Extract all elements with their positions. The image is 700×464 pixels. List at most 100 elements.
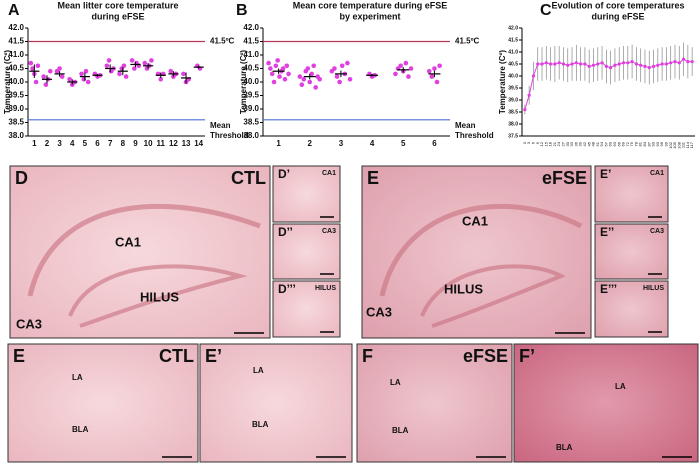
data-point <box>297 74 303 79</box>
y-tick-label: 38.5 <box>243 118 259 127</box>
data-point <box>621 61 626 65</box>
data-point <box>406 74 411 79</box>
data-point <box>604 64 608 68</box>
x-tick-label: 63 <box>612 141 617 146</box>
x-tick-label: 6 <box>432 139 437 148</box>
panel-tag: CTL <box>159 346 194 366</box>
data-point <box>432 66 437 71</box>
data-point <box>79 71 84 77</box>
cell-layer <box>379 204 583 297</box>
x-tick-label: 48 <box>591 141 596 146</box>
region-label: LA <box>390 378 401 387</box>
data-point <box>301 77 307 82</box>
y-tick-label: 41.5 <box>508 37 518 43</box>
data-point <box>59 74 65 79</box>
x-tick-label: 78 <box>633 141 638 146</box>
region-label: LA <box>253 366 264 375</box>
x-tick-label: 3 <box>57 139 62 148</box>
data-point <box>277 74 282 79</box>
data-point <box>345 60 350 66</box>
data-point <box>35 63 41 69</box>
cell-layer <box>420 264 566 328</box>
panel-tag: CA1 <box>650 170 664 177</box>
panel-letter: E’ <box>205 346 222 366</box>
x-tick-label: 102 <box>668 141 673 148</box>
data-point <box>540 62 544 66</box>
micrograph <box>199 343 353 463</box>
x-tick-label: 93 <box>655 141 660 146</box>
region-label: HILUS <box>444 281 483 296</box>
y-axis-title: Temperature (Cº) <box>498 50 507 114</box>
data-point <box>334 74 340 79</box>
chart-title: Mean core temperature during eFSE <box>293 0 448 10</box>
micrograph <box>272 165 341 223</box>
panel-tag: CA1 <box>322 170 336 177</box>
y-tick-label: 40.5 <box>508 61 518 67</box>
panel-tag: CA3 <box>322 228 336 235</box>
data-point <box>332 66 337 71</box>
micrograph <box>513 343 699 463</box>
y-tick-label: 41.0 <box>243 50 259 59</box>
y-tick-label: 40.0 <box>8 77 24 86</box>
data-point <box>643 64 647 68</box>
x-tick-label: 75 <box>629 141 634 146</box>
y-tick-label: 38.0 <box>8 131 24 140</box>
data-point <box>271 79 277 85</box>
panel-letter: D’ <box>278 167 290 181</box>
data-point <box>639 63 643 67</box>
region-label: LA <box>615 382 626 391</box>
data-point <box>617 62 621 66</box>
data-point <box>686 60 690 64</box>
data-point <box>634 62 638 66</box>
x-tick-label: 57 <box>603 141 608 146</box>
data-point <box>28 60 34 66</box>
data-point <box>33 79 39 85</box>
x-tick-label: 9 <box>535 141 540 144</box>
y-tick-label: 38.0 <box>243 131 259 140</box>
region-label: CA3 <box>366 304 392 319</box>
panel-letter: E’’ <box>600 225 614 239</box>
x-tick-label: 13 <box>182 139 191 148</box>
region-label: LA <box>72 373 83 382</box>
data-point <box>129 58 135 63</box>
data-point <box>83 68 89 74</box>
x-tick-label: 51 <box>595 141 600 146</box>
data-point <box>664 62 669 66</box>
cell-layer <box>68 264 248 328</box>
panel-letter: D’’’ <box>278 282 296 296</box>
x-tick-label: 9 <box>133 139 138 148</box>
data-point <box>132 66 137 71</box>
x-tick-label: 114 <box>685 141 690 148</box>
panel-tag: eFSE <box>542 168 587 188</box>
region-label: CA1 <box>462 213 488 228</box>
y-tick-label: 38.0 <box>508 121 518 127</box>
y-tick-label: 42.0 <box>243 23 259 32</box>
data-point <box>566 63 570 67</box>
data-point <box>681 57 686 61</box>
x-tick-label: 96 <box>659 141 664 146</box>
panel-letter: E’ <box>600 167 611 181</box>
x-tick-label: 18 <box>548 141 553 146</box>
x-tick-label: 69 <box>621 141 626 146</box>
x-tick-label: 36 <box>573 141 578 146</box>
panel-letter: F <box>362 346 373 366</box>
y-tick-label: 42.0 <box>508 25 518 31</box>
reference-label: Mean <box>455 121 476 130</box>
data-point <box>149 58 154 63</box>
micrograph <box>7 343 199 463</box>
x-tick-label: 2 <box>45 139 50 148</box>
data-point <box>630 60 634 64</box>
region-label: BLA <box>556 443 573 452</box>
region-label: BLA <box>72 425 89 434</box>
micrograph <box>594 280 669 338</box>
data-point <box>309 71 315 77</box>
data-point <box>347 77 353 82</box>
y-axis-title: Temperature (Cº) <box>3 50 12 114</box>
data-point <box>337 79 342 85</box>
data-point <box>426 68 432 74</box>
data-point <box>30 66 35 71</box>
y-tick-label: 39.5 <box>243 91 259 100</box>
data-point <box>307 79 313 85</box>
data-point <box>600 61 604 65</box>
data-point <box>523 108 527 112</box>
